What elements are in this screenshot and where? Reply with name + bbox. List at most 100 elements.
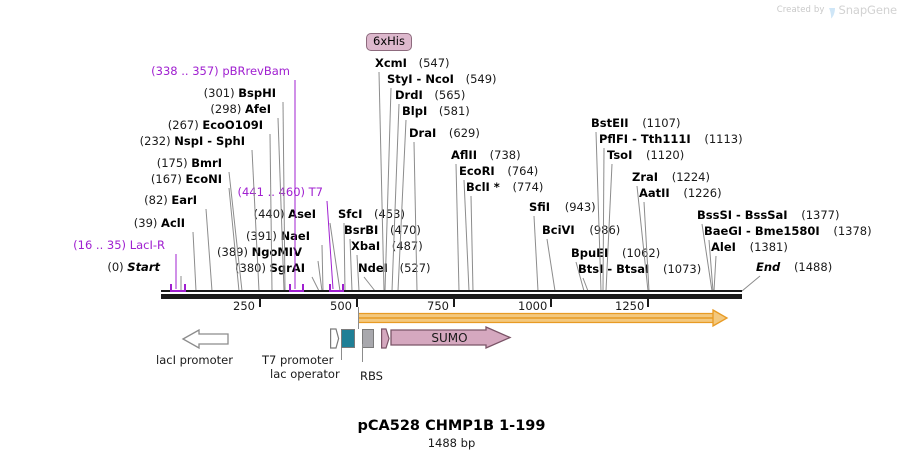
feature-pos-lacir: (16 .. 35) bbox=[73, 238, 127, 252]
enzyme-label-zrai[interactable]: ZraI (1224) bbox=[632, 171, 710, 183]
watermark-brand-text: SnapGene bbox=[838, 3, 898, 17]
enzyme-label-bsrbi[interactable]: BsrBI (470) bbox=[344, 224, 421, 236]
feature-name-pbrrevbam: pBRrevBam bbox=[222, 64, 290, 78]
enzyme-name-alei: AleI bbox=[711, 240, 736, 254]
sequence-end-label[interactable]: End (1488) bbox=[756, 261, 832, 273]
feature-mark-lacir[interactable] bbox=[170, 284, 186, 292]
enzyme-label-bcli[interactable]: BclI * (774) bbox=[466, 181, 543, 193]
feature-label-lacir[interactable]: (16 .. 35) LacI-R bbox=[0, 239, 165, 251]
enzyme-label-nspi-sphi[interactable]: (232) NspI - SphI bbox=[0, 135, 245, 147]
sequence-start-name: Start bbox=[127, 260, 160, 274]
watermark-created-by-text: Created by bbox=[776, 5, 825, 15]
enzyme-pos-drdi: (565) bbox=[434, 88, 466, 102]
ruler-tick-250 bbox=[259, 298, 261, 307]
enzyme-pos-tsoi: (1120) bbox=[646, 148, 685, 162]
rbs-glyph[interactable] bbox=[362, 329, 374, 348]
enzyme-label-eari[interactable]: (82) EarI bbox=[0, 194, 197, 206]
ruler-label-500: 500 bbox=[330, 299, 352, 313]
leader-lines-group bbox=[175, 71, 761, 292]
t7-promoter-caption-tick bbox=[341, 344, 342, 360]
enzyme-label-bpuei[interactable]: BpuEI (1062) bbox=[571, 247, 660, 259]
enzyme-pos-bpuei: (1062) bbox=[621, 246, 661, 260]
sequence-start-label[interactable]: (0) Start bbox=[0, 261, 160, 273]
enzyme-label-aatii[interactable]: AatII (1226) bbox=[639, 187, 722, 199]
ruler-label-1250: 1250 bbox=[615, 299, 645, 313]
enzyme-label-bmri[interactable]: (175) BmrI bbox=[0, 157, 222, 169]
ruler-tick-750 bbox=[453, 298, 455, 307]
enzyme-label-ndei[interactable]: NdeI (527) bbox=[358, 262, 431, 274]
enzyme-label-styi-ncoi[interactable]: StyI - NcoI (549) bbox=[387, 73, 497, 85]
enzyme-name-drdi: DrdI bbox=[395, 88, 423, 102]
feature-mark-pbrrevbam[interactable] bbox=[289, 284, 304, 292]
enzyme-label-ngomiv[interactable]: (389) NgoMIV bbox=[170, 246, 302, 258]
enzyme-pos-bsphi: (301) bbox=[203, 86, 235, 100]
enzyme-label-blpi[interactable]: BlpI (581) bbox=[402, 105, 470, 117]
enzyme-pos-bcivi: (986) bbox=[589, 223, 621, 237]
enzyme-name-bcli: BclI * bbox=[466, 180, 500, 194]
enzyme-pos-afei: (298) bbox=[210, 102, 242, 116]
enzyme-name-sfci: SfcI bbox=[338, 207, 363, 221]
enzyme-label-econi[interactable]: (167) EcoNI bbox=[0, 173, 222, 185]
enzyme-label-bcivi[interactable]: BciVI (986) bbox=[542, 224, 620, 236]
sequence-backbone-top bbox=[161, 290, 742, 292]
enzyme-pos-xcmi: (547) bbox=[418, 56, 450, 70]
enzyme-label-sfii[interactable]: SfiI (943) bbox=[529, 201, 596, 213]
enzyme-label-xcmi[interactable]: XcmI (547) bbox=[375, 57, 450, 69]
enzyme-name-bsrbi: BsrBI bbox=[344, 223, 379, 237]
snapgene-logo-icon bbox=[828, 4, 836, 19]
enzyme-label-afei[interactable]: (298) AfeI bbox=[0, 103, 271, 115]
start-codon-glyph-icon[interactable] bbox=[381, 328, 391, 350]
plasmid-title: pCA528 CHMP1B 1-199 bbox=[357, 418, 546, 434]
enzyme-name-ecoo109i: EcoO109I bbox=[202, 118, 263, 132]
enzyme-label-btsi-btsai[interactable]: BtsI - BtsaI (1073) bbox=[578, 263, 701, 275]
ruler-tick-1250 bbox=[647, 298, 649, 307]
enzyme-name-bsssi-bsssai: BssSI - BssSaI bbox=[697, 208, 788, 222]
sumo-label: SUMO bbox=[431, 331, 468, 345]
sequence-start-pos: (0) bbox=[107, 260, 124, 274]
enzyme-pos-ecori: (764) bbox=[507, 164, 539, 178]
feature-label-pbrrevbam[interactable]: (338 .. 357) pBRrevBam bbox=[0, 65, 290, 77]
enzyme-label-bsphi[interactable]: (301) BspHI bbox=[0, 87, 276, 99]
enzyme-name-afei: AfeI bbox=[245, 102, 271, 116]
enzyme-name-econi: EcoNI bbox=[185, 172, 222, 186]
enzyme-label-xbai[interactable]: XbaI (487) bbox=[351, 240, 423, 252]
enzyme-name-styi-ncoi: StyI - NcoI bbox=[387, 72, 454, 86]
enzyme-label-pflfi-tth111i[interactable]: PflFI - Tth111I (1113) bbox=[599, 133, 743, 145]
ruler-tick-500 bbox=[356, 298, 358, 307]
sequence-end-name: End bbox=[756, 260, 781, 274]
enzyme-name-pflfi-tth111i: PflFI - Tth111I bbox=[599, 132, 691, 146]
enzyme-label-ecori[interactable]: EcoRI (764) bbox=[459, 165, 538, 177]
enzyme-label-baegi-bme1580i[interactable]: BaeGI - Bme1580I (1378) bbox=[704, 225, 872, 237]
enzyme-pos-pflfi-tth111i: (1113) bbox=[704, 132, 743, 146]
enzyme-label-alei[interactable]: AleI (1381) bbox=[711, 241, 788, 253]
enzyme-name-drai: DraI bbox=[409, 126, 437, 140]
t7-transcript-arrow[interactable] bbox=[355, 307, 755, 329]
enzyme-label-bstei[interactable]: BstEII (1107) bbox=[591, 117, 680, 129]
his-tag-chip[interactable]: 6xHis bbox=[366, 33, 412, 51]
enzyme-name-xbai: XbaI bbox=[351, 239, 381, 253]
enzyme-pos-aflii: (738) bbox=[489, 148, 521, 162]
laci-promoter-arrow-icon[interactable] bbox=[180, 325, 250, 353]
enzyme-name-bcivi: BciVI bbox=[542, 223, 575, 237]
enzyme-name-ngomiv: NgoMIV bbox=[251, 245, 302, 259]
enzyme-label-drdi[interactable]: DrdI (565) bbox=[395, 89, 465, 101]
rbs-caption: RBS bbox=[360, 369, 383, 383]
enzyme-pos-eari: (82) bbox=[144, 193, 168, 207]
enzyme-pos-asei: (440) bbox=[253, 207, 285, 221]
enzyme-label-bsssi-bsssai[interactable]: BssSI - BssSaI (1377) bbox=[697, 209, 839, 221]
enzyme-label-aflii[interactable]: AflII (738) bbox=[451, 149, 521, 161]
t7-promoter-glyph-icon[interactable] bbox=[330, 328, 340, 350]
enzyme-label-acli[interactable]: (39) AclI bbox=[0, 217, 185, 229]
feature-name-t7: T7 bbox=[308, 185, 323, 199]
enzyme-label-drai[interactable]: DraI (629) bbox=[409, 127, 480, 139]
enzyme-label-ecoo109i[interactable]: (267) EcoO109I bbox=[0, 119, 263, 131]
enzyme-name-bpuei: BpuEI bbox=[571, 246, 609, 260]
enzyme-pos-aatii: (1226) bbox=[683, 186, 722, 200]
lac-operator-glyph[interactable] bbox=[341, 329, 355, 348]
enzyme-pos-styi-ncoi: (549) bbox=[465, 72, 497, 86]
enzyme-name-acli: AclI bbox=[161, 216, 185, 230]
sumo-cds-arrow[interactable] bbox=[390, 326, 520, 352]
enzyme-label-tsoi[interactable]: TsoI (1120) bbox=[607, 149, 684, 161]
feature-mark-t7[interactable] bbox=[329, 284, 344, 292]
